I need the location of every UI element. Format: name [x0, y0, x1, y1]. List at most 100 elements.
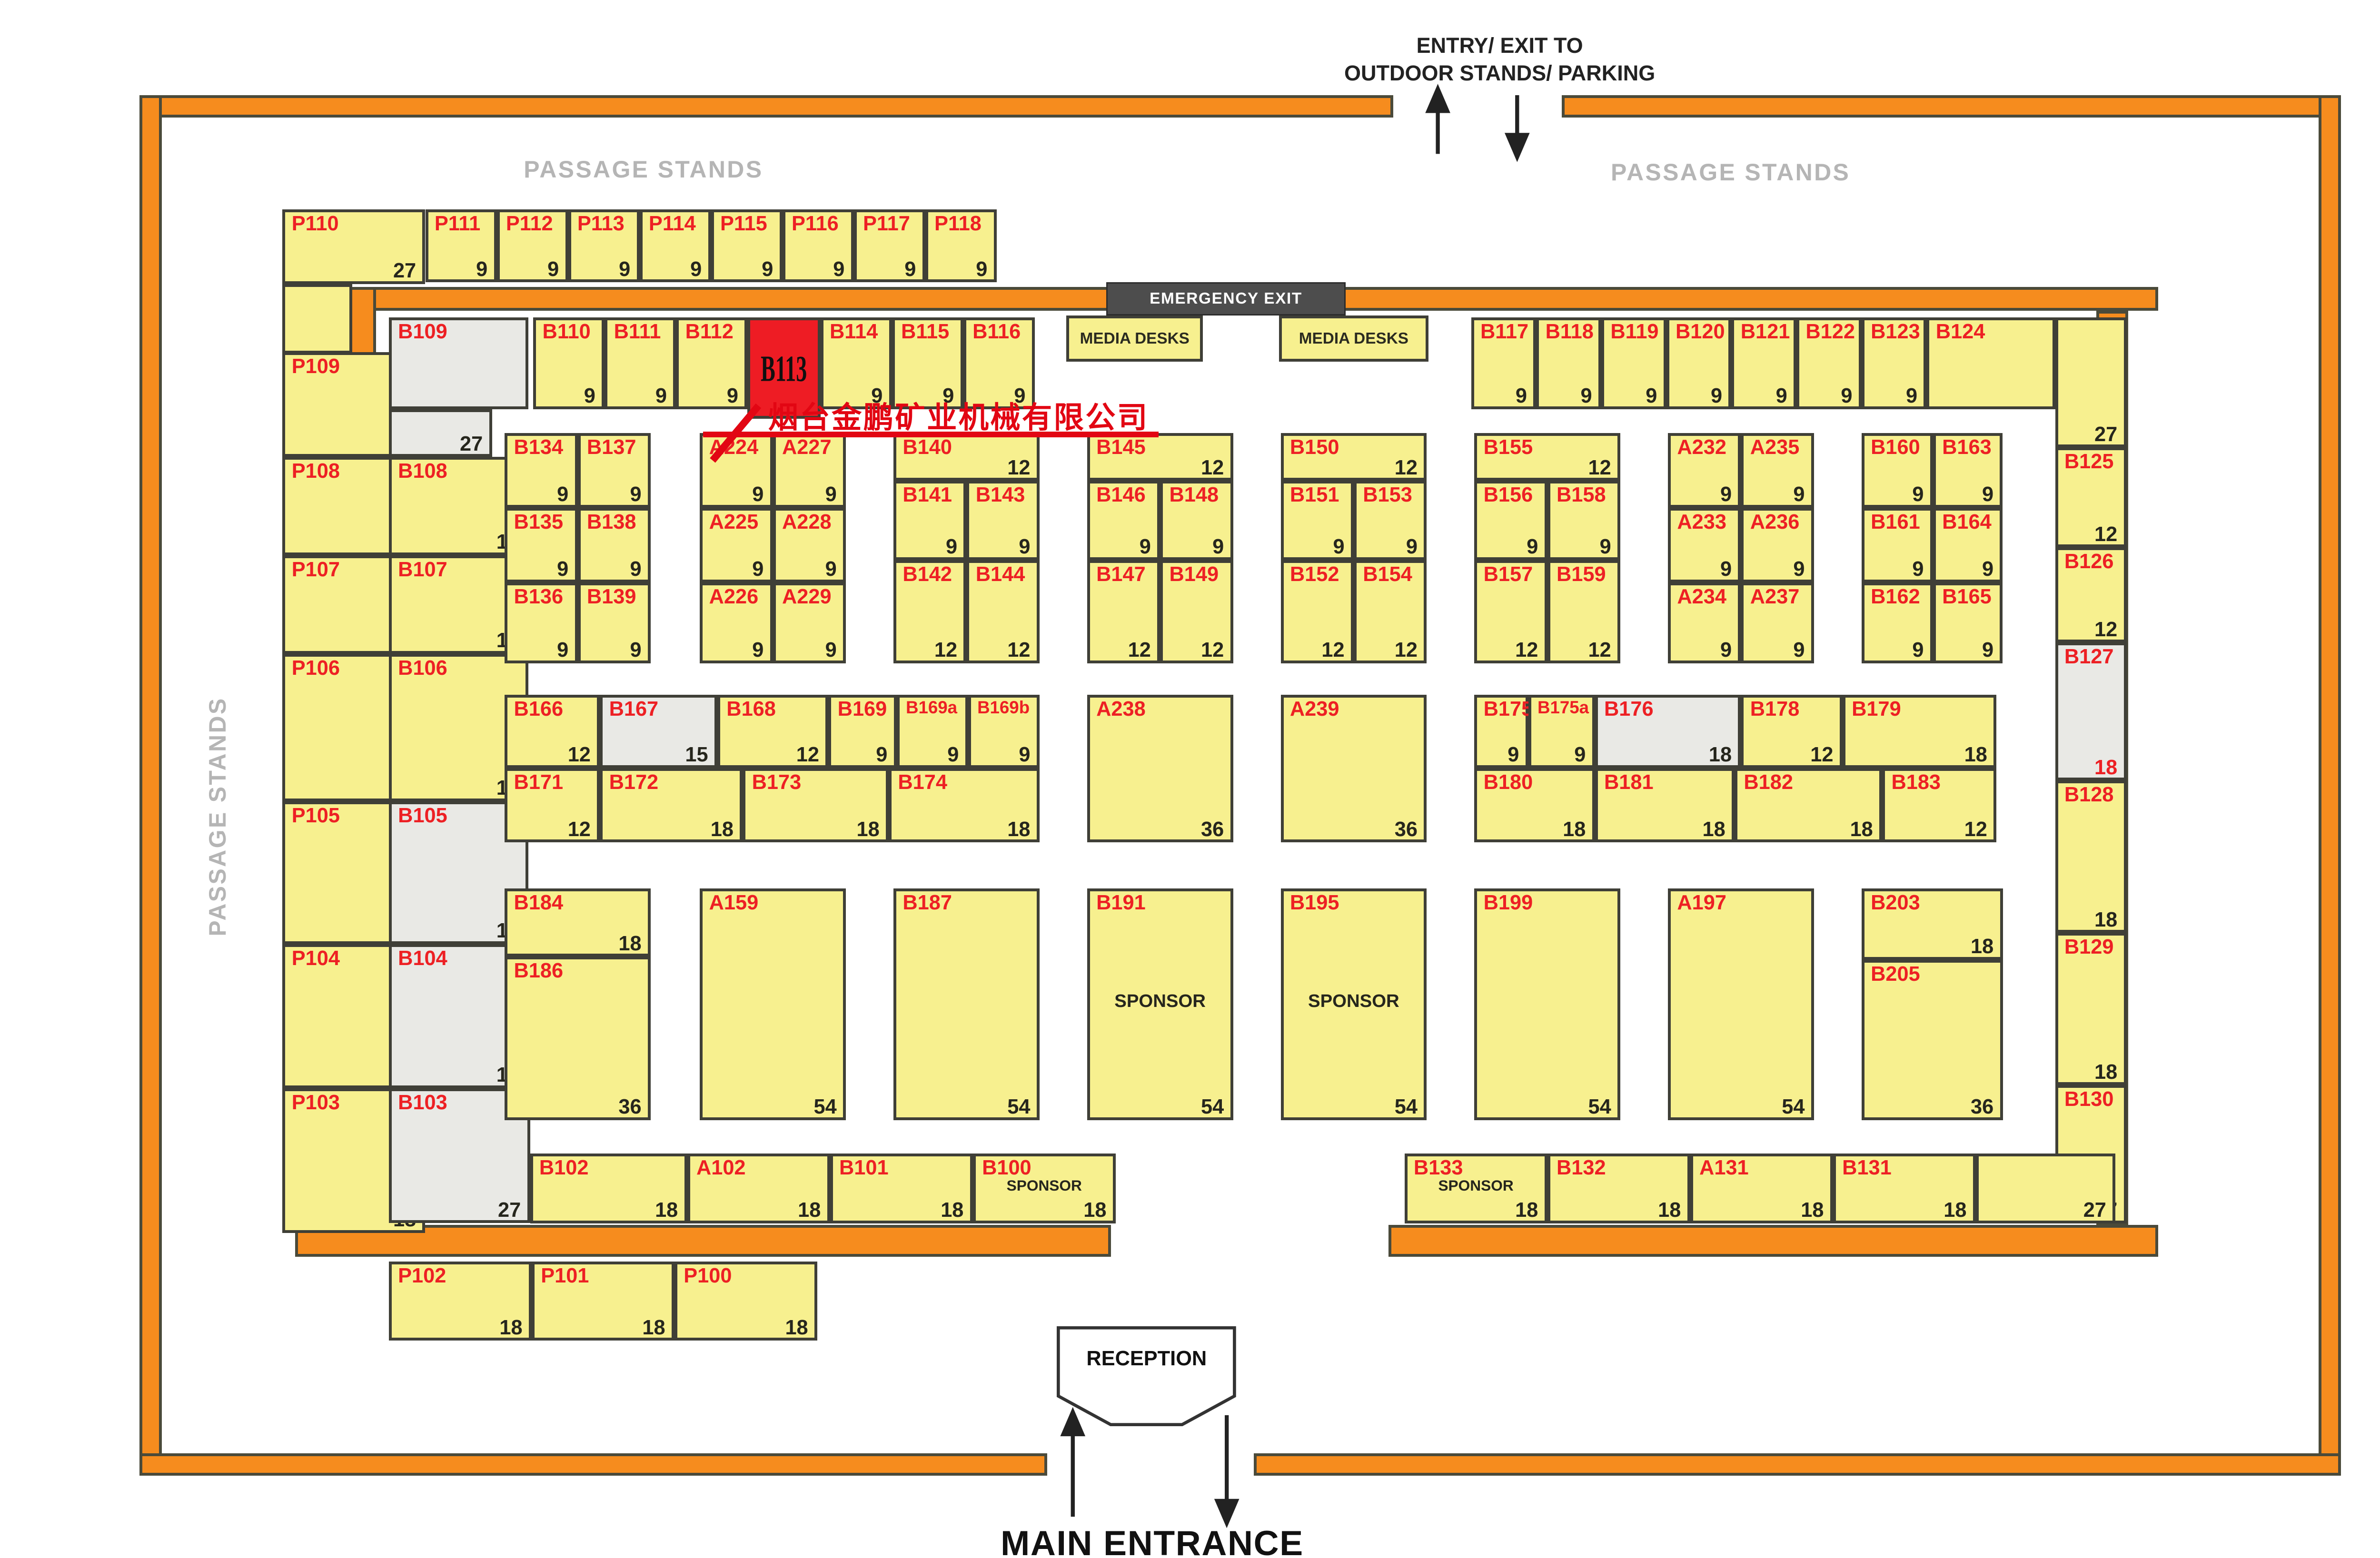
- stand-a224[interactable]: A224 9: [700, 433, 773, 508]
- stand-b181[interactable]: B181 18: [1595, 768, 1735, 843]
- stand-b135[interactable]: B135 9: [505, 507, 578, 582]
- stand-a239[interactable]: A239 36: [1280, 695, 1427, 843]
- stand-p112[interactable]: P112 9: [496, 209, 568, 283]
- stand-b158[interactable]: B158 9: [1547, 481, 1620, 560]
- stand-b143[interactable]: B143 9: [966, 481, 1040, 560]
- stand-b161[interactable]: B161 9: [1861, 507, 1933, 582]
- stand-b160[interactable]: B160 9: [1861, 433, 1933, 508]
- stand-a226[interactable]: A226 9: [700, 582, 773, 663]
- stand-a229[interactable]: A229 9: [773, 582, 846, 663]
- stand-a102[interactable]: A102 18: [687, 1153, 830, 1223]
- stand-b119[interactable]: B119 9: [1601, 317, 1666, 410]
- stand-b159[interactable]: B159 12: [1547, 560, 1620, 663]
- stand-b110[interactable]: B110 9: [533, 317, 605, 410]
- stand-b164[interactable]: B164 9: [1933, 507, 2003, 582]
- stand-b157[interactable]: B157 12: [1474, 560, 1547, 663]
- stand-b144[interactable]: B144 12: [966, 560, 1040, 663]
- stand-b169a[interactable]: B169a 9: [896, 695, 968, 768]
- stand-b205[interactable]: B205 36: [1861, 960, 2003, 1120]
- stand-b156[interactable]: B156 9: [1474, 481, 1547, 560]
- stand-b101[interactable]: B101 18: [830, 1153, 973, 1223]
- stand-b102[interactable]: B102 18: [530, 1153, 687, 1223]
- stand-b115[interactable]: B115 9: [892, 317, 963, 410]
- stand-a197[interactable]: A197 54: [1668, 888, 1814, 1120]
- stand-p102[interactable]: P102 18: [388, 1261, 532, 1341]
- stand-b153[interactable]: B153 9: [1353, 481, 1427, 560]
- stand-a225[interactable]: A225 9: [700, 507, 773, 582]
- stand-p113[interactable]: P113 9: [568, 209, 640, 283]
- stand-b129[interactable]: B129 18: [2055, 933, 2127, 1085]
- stand-a232[interactable]: A232 9: [1668, 433, 1741, 508]
- stand-b125[interactable]: B125 12: [2055, 447, 2127, 548]
- stand-b127[interactable]: B127 18: [2055, 642, 2127, 781]
- stand-b168[interactable]: B168 12: [717, 695, 829, 768]
- stand-b199[interactable]: B199 54: [1474, 888, 1620, 1120]
- stand-b136[interactable]: B136 9: [505, 582, 578, 663]
- stand-b133[interactable]: B133 SPONSOR 18: [1404, 1153, 1547, 1223]
- stand-a237[interactable]: A237 9: [1741, 582, 1814, 663]
- stand-b154[interactable]: B154 12: [1353, 560, 1427, 663]
- stand-b116[interactable]: B116 9: [963, 317, 1035, 410]
- stand-b120[interactable]: B120 9: [1666, 317, 1732, 410]
- stand-b180[interactable]: B180 18: [1474, 768, 1595, 843]
- stand-media-desks[interactable]: MEDIA DESKS: [1066, 316, 1203, 362]
- stand-b134[interactable]: B134 9: [505, 433, 578, 508]
- stand-b175a[interactable]: B175a 9: [1528, 695, 1595, 768]
- stand-a228[interactable]: A228 9: [773, 507, 846, 582]
- stand-b112[interactable]: B112 9: [676, 317, 748, 410]
- stand-b122[interactable]: B122 9: [1796, 317, 1862, 410]
- stand-b114[interactable]: B114 9: [820, 317, 892, 410]
- stand-b126[interactable]: B126 12: [2055, 547, 2127, 643]
- stand-b123[interactable]: B123 9: [1861, 317, 1927, 410]
- stand-b137[interactable]: B137 9: [577, 433, 651, 508]
- stand-b165[interactable]: B165 9: [1933, 582, 2003, 663]
- stand-b174[interactable]: B174 18: [889, 768, 1040, 843]
- stand-a236[interactable]: A236 9: [1741, 507, 1814, 582]
- stand-b138[interactable]: B138 9: [577, 507, 651, 582]
- stand-media-desks[interactable]: MEDIA DESKS: [1279, 316, 1428, 362]
- stand-area-18[interactable]: 27: [388, 409, 492, 457]
- stand-b182[interactable]: B182 18: [1735, 768, 1883, 843]
- stand-area-132[interactable]: 27: [1975, 1153, 2116, 1223]
- stand-b146[interactable]: B146 9: [1087, 481, 1160, 560]
- stand-p101[interactable]: P101 18: [531, 1261, 674, 1341]
- stand-b142[interactable]: B142 12: [893, 560, 967, 663]
- stand-b178[interactable]: B178 12: [1741, 695, 1843, 768]
- stand-b169b[interactable]: B169b 9: [968, 695, 1040, 768]
- stand-p116[interactable]: P116 9: [782, 209, 854, 283]
- stand-b139[interactable]: B139 9: [577, 582, 651, 663]
- stand-p118[interactable]: P118 9: [925, 209, 997, 283]
- stand-b109[interactable]: B109: [388, 317, 529, 410]
- stand-b179[interactable]: B179 18: [1842, 695, 1997, 768]
- stand-a235[interactable]: A235 9: [1741, 433, 1814, 508]
- stand-area-1[interactable]: [282, 284, 353, 354]
- stand-b131[interactable]: B131 18: [1833, 1153, 1976, 1223]
- stand-b145[interactable]: B145 12: [1087, 433, 1233, 481]
- stand-a227[interactable]: A227 9: [773, 433, 846, 508]
- stand-b203[interactable]: B203 18: [1861, 888, 2003, 960]
- stand-a159[interactable]: A159 54: [700, 888, 846, 1120]
- stand-b128[interactable]: B128 18: [2055, 780, 2127, 933]
- stand-b175[interactable]: B175 9: [1474, 695, 1533, 768]
- stand-b172[interactable]: B172 18: [600, 768, 743, 843]
- stand-p115[interactable]: P115 9: [711, 209, 783, 283]
- stand-p100[interactable]: P100 18: [674, 1261, 817, 1341]
- stand-b171[interactable]: B171 12: [505, 768, 600, 843]
- stand-b132[interactable]: B132 18: [1547, 1153, 1690, 1223]
- stand-b186[interactable]: B186 36: [505, 956, 651, 1120]
- stand-b167[interactable]: B167 15: [600, 695, 717, 768]
- stand-b162[interactable]: B162 9: [1861, 582, 1933, 663]
- stand-area-42[interactable]: 27: [2055, 317, 2127, 448]
- stand-b117[interactable]: B117 9: [1471, 317, 1537, 410]
- stand-a233[interactable]: A233 9: [1668, 507, 1741, 582]
- stand-b191[interactable]: B191 SPONSOR 54: [1087, 888, 1233, 1120]
- stand-b173[interactable]: B173 18: [743, 768, 889, 843]
- stand-b195[interactable]: B195 SPONSOR 54: [1280, 888, 1427, 1120]
- stand-b151[interactable]: B151 9: [1280, 481, 1354, 560]
- stand-a238[interactable]: A238 36: [1087, 695, 1233, 843]
- stand-b121[interactable]: B121 9: [1731, 317, 1797, 410]
- stand-b147[interactable]: B147 12: [1087, 560, 1160, 663]
- stand-b124[interactable]: B124: [1926, 317, 2055, 410]
- stand-b169[interactable]: B169 9: [828, 695, 897, 768]
- stand-b118[interactable]: B118 9: [1536, 317, 1601, 410]
